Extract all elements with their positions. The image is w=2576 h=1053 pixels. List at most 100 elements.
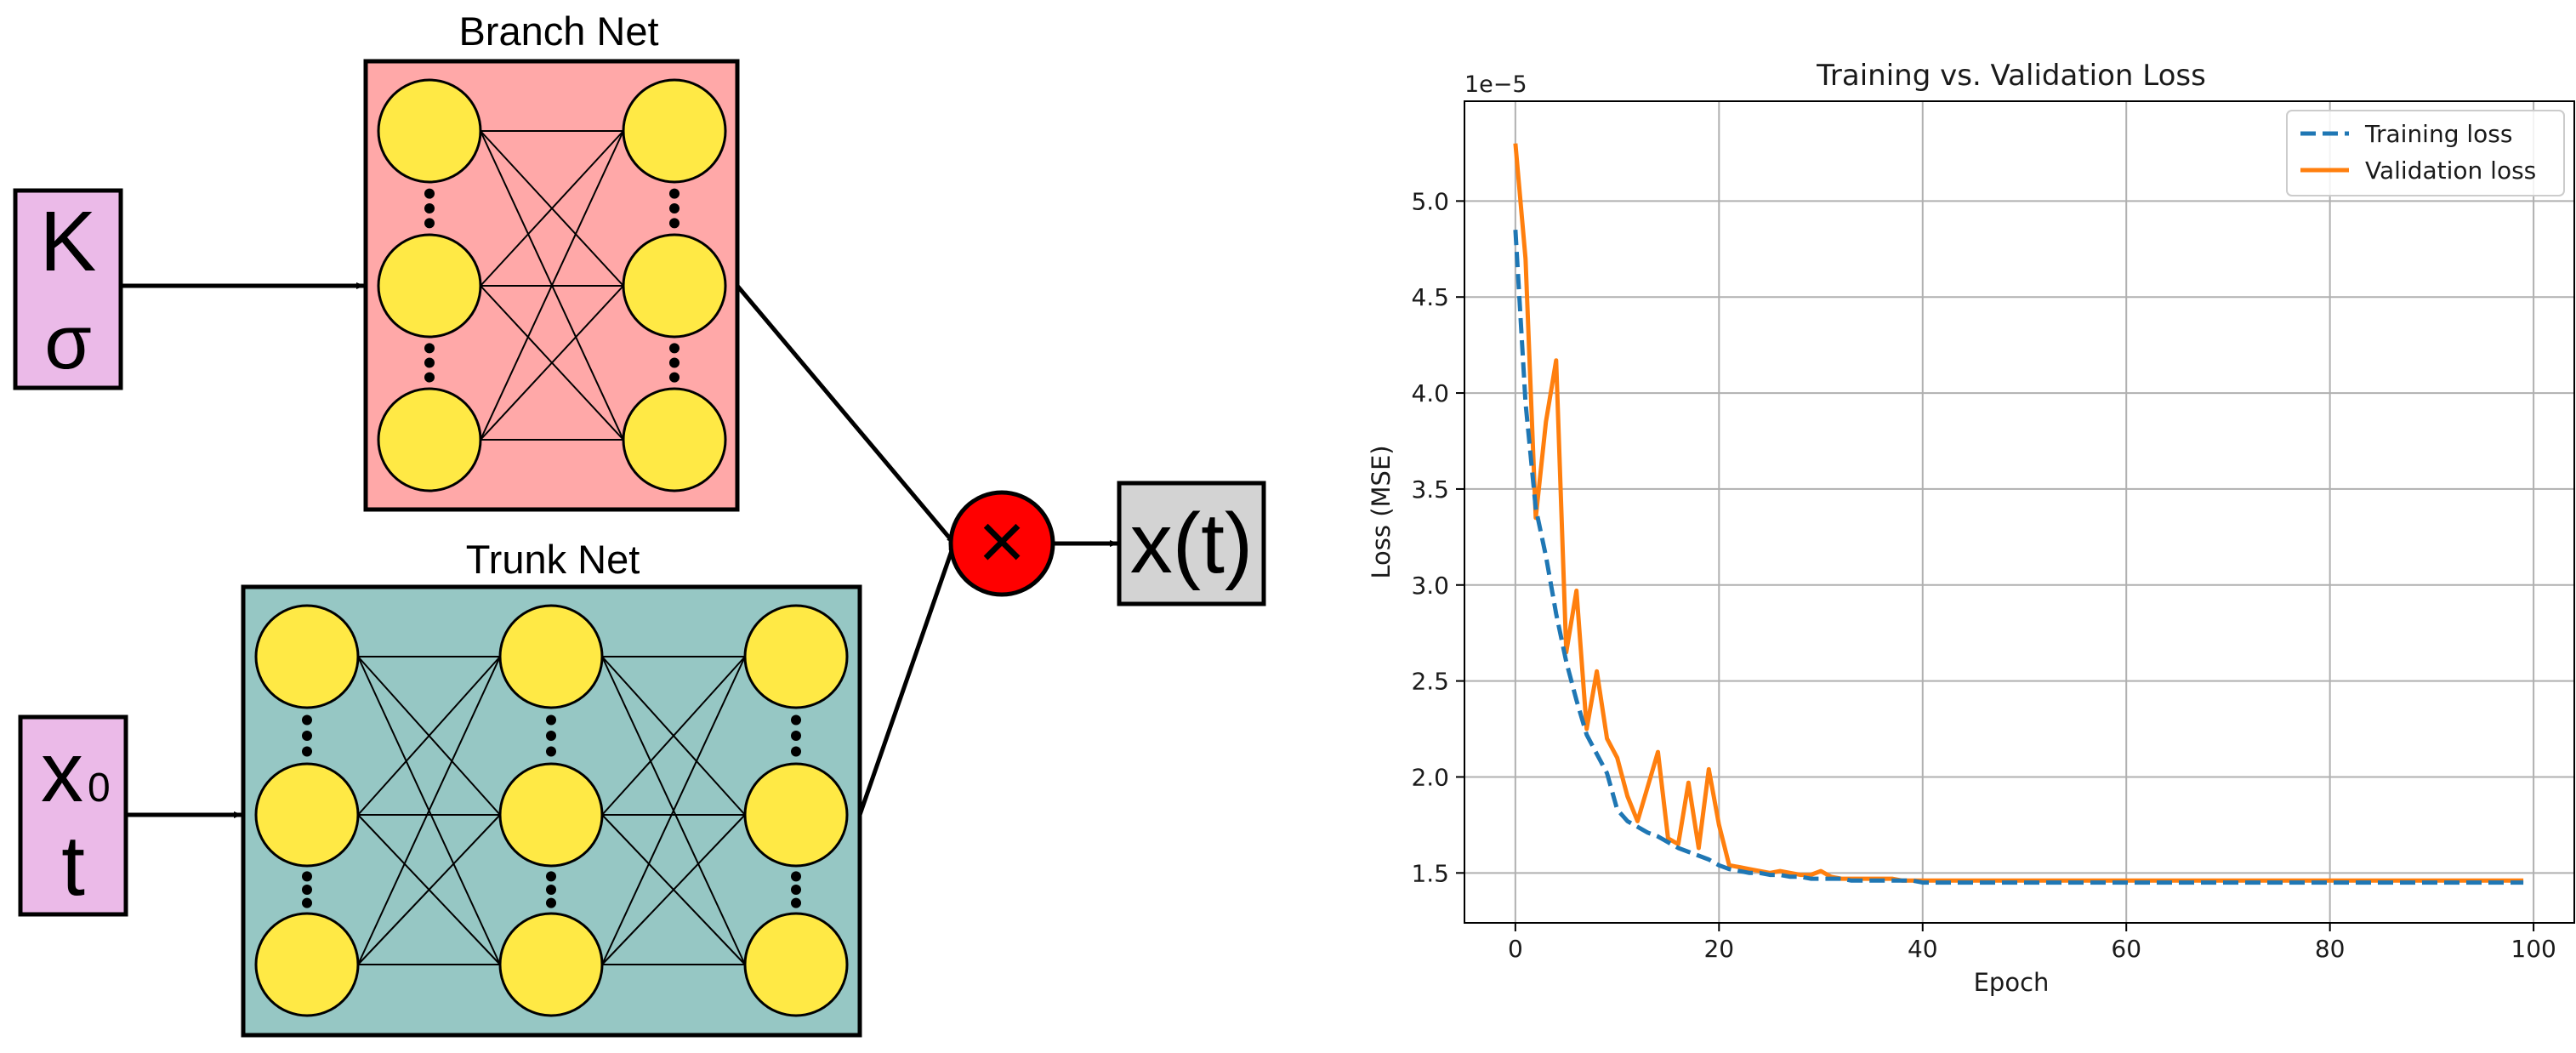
loss-chart: Training vs. Validation Loss 0 20 40 60 80 10… <box>1367 59 2575 997</box>
x-axis-label: Epoch <box>1974 968 2050 997</box>
trunk-connection <box>601 814 746 965</box>
branch-node <box>377 387 482 492</box>
branch-ellipsis-dot <box>669 218 680 229</box>
branch-ellipsis-dot <box>424 218 435 229</box>
trunk-node <box>254 912 360 1017</box>
trunk-ellipsis-dot <box>302 871 312 882</box>
trunk-connection <box>601 656 746 965</box>
trunk-node <box>743 912 849 1017</box>
x-tick-label: 0 <box>1508 935 1523 963</box>
trunk-connection <box>601 656 746 816</box>
branch-input-k: K <box>40 194 97 289</box>
branch-connection <box>480 130 624 441</box>
trunk-input-t: t <box>61 818 85 914</box>
y-tick-label: 1.5 <box>1411 859 1449 887</box>
trunk-ellipsis-dot <box>302 714 312 726</box>
trunk-ellipsis-dot <box>302 731 312 741</box>
trunk-ellipsis-dot <box>791 731 801 741</box>
x-tick-label: 20 <box>1703 935 1734 963</box>
network-nodes <box>254 78 849 1017</box>
y-tick-label: 2.0 <box>1411 763 1449 791</box>
chart-title: Training vs. Validation Loss <box>1816 59 2206 93</box>
x-tick-label: 100 <box>2511 935 2556 963</box>
legend-box <box>2286 110 2565 196</box>
trunk-ellipsis-dot <box>302 885 312 895</box>
trunk-node <box>498 604 604 709</box>
trunk-ellipsis-dot <box>546 871 556 882</box>
trunk-ellipsis-dot <box>791 897 801 908</box>
branch-ellipsis-dot <box>669 357 680 368</box>
y-tick-label: 3.0 <box>1411 572 1449 600</box>
plot-frame <box>1464 100 2575 924</box>
trunk-ellipsis-dot <box>302 897 312 908</box>
y-tick-label: 4.5 <box>1411 283 1449 311</box>
trunk-connection <box>357 656 501 816</box>
branch-ellipsis-dot <box>669 343 680 354</box>
trunk-ellipsis-dot <box>302 746 312 757</box>
x-axis-ticks: 0 20 40 60 80 100 <box>1508 923 2556 963</box>
trunk-node <box>254 604 360 709</box>
x-tick-label: 60 <box>2111 935 2141 963</box>
validation-loss-line <box>1513 143 2524 883</box>
branch-ellipsis-dot <box>669 188 680 199</box>
y-axis-label: Loss (MSE) <box>1367 445 1396 578</box>
branch-node <box>377 233 482 339</box>
branch-ellipsis-dot <box>669 372 680 383</box>
x-tick-label: 40 <box>1908 935 1938 963</box>
y-tick-label: 3.5 <box>1411 475 1449 504</box>
branch-node <box>622 233 727 339</box>
branch-ellipsis-dot <box>424 372 435 383</box>
branch-input-sigma: σ <box>44 300 92 385</box>
y-tick-label: 2.5 <box>1411 668 1449 696</box>
y-tick-label: 4.0 <box>1411 379 1449 407</box>
y-axis-ticks: 1.5 2.0 2.5 3.0 3.5 4.0 4.5 5.0 <box>1411 187 1464 887</box>
branch-net-title: Branch Net <box>458 9 658 54</box>
training-loss-line <box>1513 230 2524 885</box>
y-scale-offset-label: 1e−5 <box>1464 71 1527 98</box>
trunk-ellipsis-dot <box>546 897 556 908</box>
deeponet-diagram: Branch Net Trunk Net K σ x 0 t × x(t) <box>13 9 1266 1038</box>
branch-node <box>622 78 727 184</box>
trunk-connection <box>357 656 501 965</box>
output-box <box>1117 481 1266 606</box>
trunk-ellipsis-dot <box>546 885 556 895</box>
branch-ellipsis-dot <box>424 343 435 354</box>
branch-ellipsis-dot <box>424 357 435 368</box>
network-connections <box>357 130 746 965</box>
trunk-ellipsis-dot <box>791 746 801 757</box>
trunk-node <box>743 604 849 709</box>
trunk-net-title: Trunk Net <box>466 537 640 582</box>
legend-label-validation: Validation loss <box>2365 157 2536 185</box>
trunk-input-x: x <box>41 725 83 820</box>
output-label: x(t) <box>1130 496 1253 591</box>
trunk-node <box>254 762 360 868</box>
branch-node <box>377 78 482 184</box>
trunk-ellipsis-dot <box>791 885 801 895</box>
trunk-ellipsis-dot <box>791 871 801 882</box>
branch-ellipsis-dot <box>424 203 435 213</box>
trunk-ellipsis-dot <box>546 731 556 741</box>
y-tick-label: 5.0 <box>1411 187 1449 215</box>
branch-node <box>622 387 727 492</box>
branch-ellipsis-dot <box>669 203 680 213</box>
trunk-to-product-arrow <box>857 543 957 816</box>
multiply-symbol: × <box>978 496 1026 587</box>
trunk-input-x-subscript: 0 <box>88 766 111 811</box>
ellipsis-dots <box>302 188 801 908</box>
chart-series <box>1513 143 2524 885</box>
chart-legend: Training loss Validation loss <box>2286 110 2565 196</box>
trunk-ellipsis-dot <box>791 714 801 726</box>
x-tick-label: 80 <box>2315 935 2346 963</box>
trunk-node <box>743 762 849 868</box>
trunk-node <box>498 762 604 868</box>
branch-to-product-arrow <box>736 284 956 545</box>
branch-connection <box>480 130 624 287</box>
branch-input-box <box>13 188 123 390</box>
trunk-connection <box>357 814 501 965</box>
trunk-ellipsis-dot <box>546 714 556 726</box>
legend-label-training: Training loss <box>2364 120 2512 148</box>
trunk-ellipsis-dot <box>546 746 556 757</box>
chart-grid <box>1464 101 2574 923</box>
branch-connection <box>480 285 624 441</box>
